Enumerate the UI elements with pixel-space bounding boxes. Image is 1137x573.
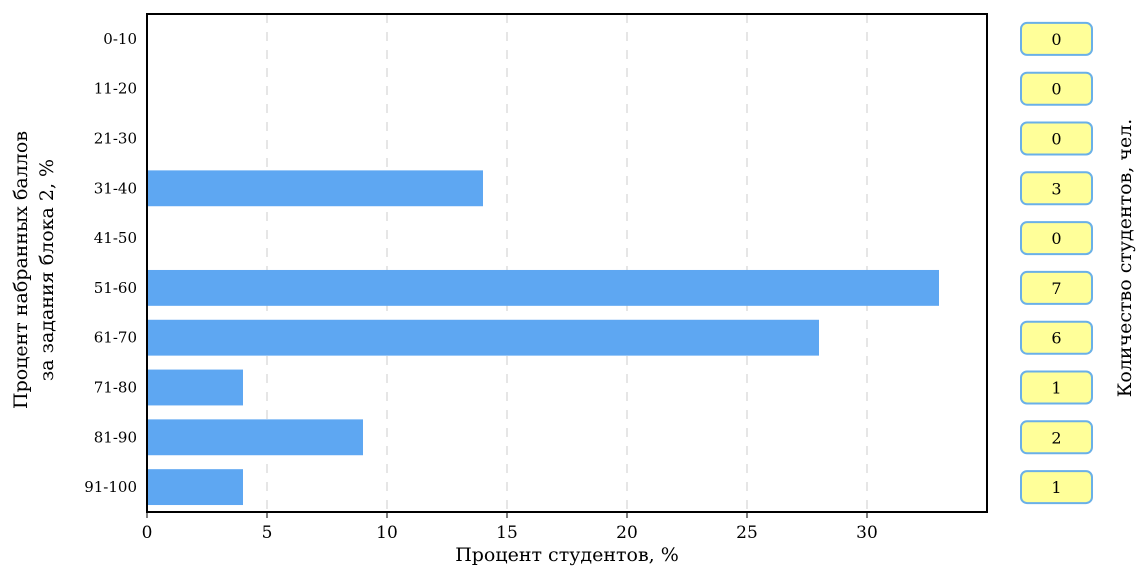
x-tick-label-2: 10 <box>376 523 398 543</box>
count-value-51-60: 7 <box>1051 279 1061 298</box>
y-tick-label-41-50: 41-50 <box>94 229 137 247</box>
x-tick-label-6: 30 <box>856 523 878 543</box>
y-axis-title-line1: Процент набранных баллов <box>10 131 32 409</box>
y-tick-label-31-40: 31-40 <box>94 179 137 197</box>
x-tick-label-1: 5 <box>262 523 273 543</box>
count-value-31-40: 3 <box>1051 179 1061 198</box>
count-value-81-90: 2 <box>1051 428 1061 447</box>
count-box-31-40 <box>1020 171 1093 206</box>
bar-31-40 <box>147 170 483 207</box>
y-tick-label-81-90: 81-90 <box>94 428 137 446</box>
count-value-21-30: 0 <box>1051 130 1061 149</box>
count-box-0-10 <box>1020 21 1093 56</box>
count-value-91-100: 1 <box>1051 478 1061 497</box>
count-box-61-70 <box>1020 320 1093 355</box>
y-tick-label-11-20: 11-20 <box>94 80 137 98</box>
plot-frame <box>146 13 988 513</box>
count-box-21-30 <box>1020 121 1093 156</box>
x-axis-title: Процент студентов, % <box>455 544 679 566</box>
count-box-91-100 <box>1020 470 1093 505</box>
x-tick-label-0: 0 <box>142 523 153 543</box>
count-value-11-20: 0 <box>1051 80 1061 99</box>
bar-61-70 <box>147 319 819 356</box>
count-value-41-50: 0 <box>1051 229 1061 248</box>
count-box-71-80 <box>1020 370 1093 405</box>
y-tick-label-51-60: 51-60 <box>94 279 137 297</box>
y-tick-label-0-10: 0-10 <box>103 30 137 48</box>
bar-71-80 <box>147 369 243 406</box>
x-tick-labels: 0 5 10 15 20 25 30 <box>142 512 878 543</box>
bar-51-60 <box>147 269 939 306</box>
y-tick-label-21-30: 21-30 <box>94 130 137 148</box>
count-value-0-10: 0 <box>1051 30 1061 49</box>
count-boxes: 0 0 0 3 0 7 6 1 2 1 <box>1020 21 1093 505</box>
count-value-71-80: 1 <box>1051 379 1061 398</box>
y-tick-label-91-100: 91-100 <box>84 478 137 496</box>
x-tick-label-5: 25 <box>736 523 758 543</box>
y-tick-labels: 0-10 11-20 21-30 31-40 41-50 51-60 61-70 71-80 8… <box>84 30 137 496</box>
count-box-41-50 <box>1020 221 1093 256</box>
x-tick-label-3: 15 <box>496 523 518 543</box>
count-box-51-60 <box>1020 270 1093 305</box>
bars <box>147 170 939 506</box>
count-box-81-90 <box>1020 420 1093 455</box>
bar-81-90 <box>147 419 363 456</box>
y-tick-label-71-80: 71-80 <box>94 379 137 397</box>
y-tick-label-61-70: 61-70 <box>94 329 137 347</box>
count-value-61-70: 6 <box>1051 329 1061 348</box>
x-tick-label-4: 20 <box>616 523 638 543</box>
counts-axis-title: Количество студентов, чел. <box>1114 119 1136 398</box>
bar-91-100 <box>147 469 243 506</box>
y-axis-title-line2: за задания блока 2, % <box>36 159 58 381</box>
count-box-11-20 <box>1020 71 1093 106</box>
